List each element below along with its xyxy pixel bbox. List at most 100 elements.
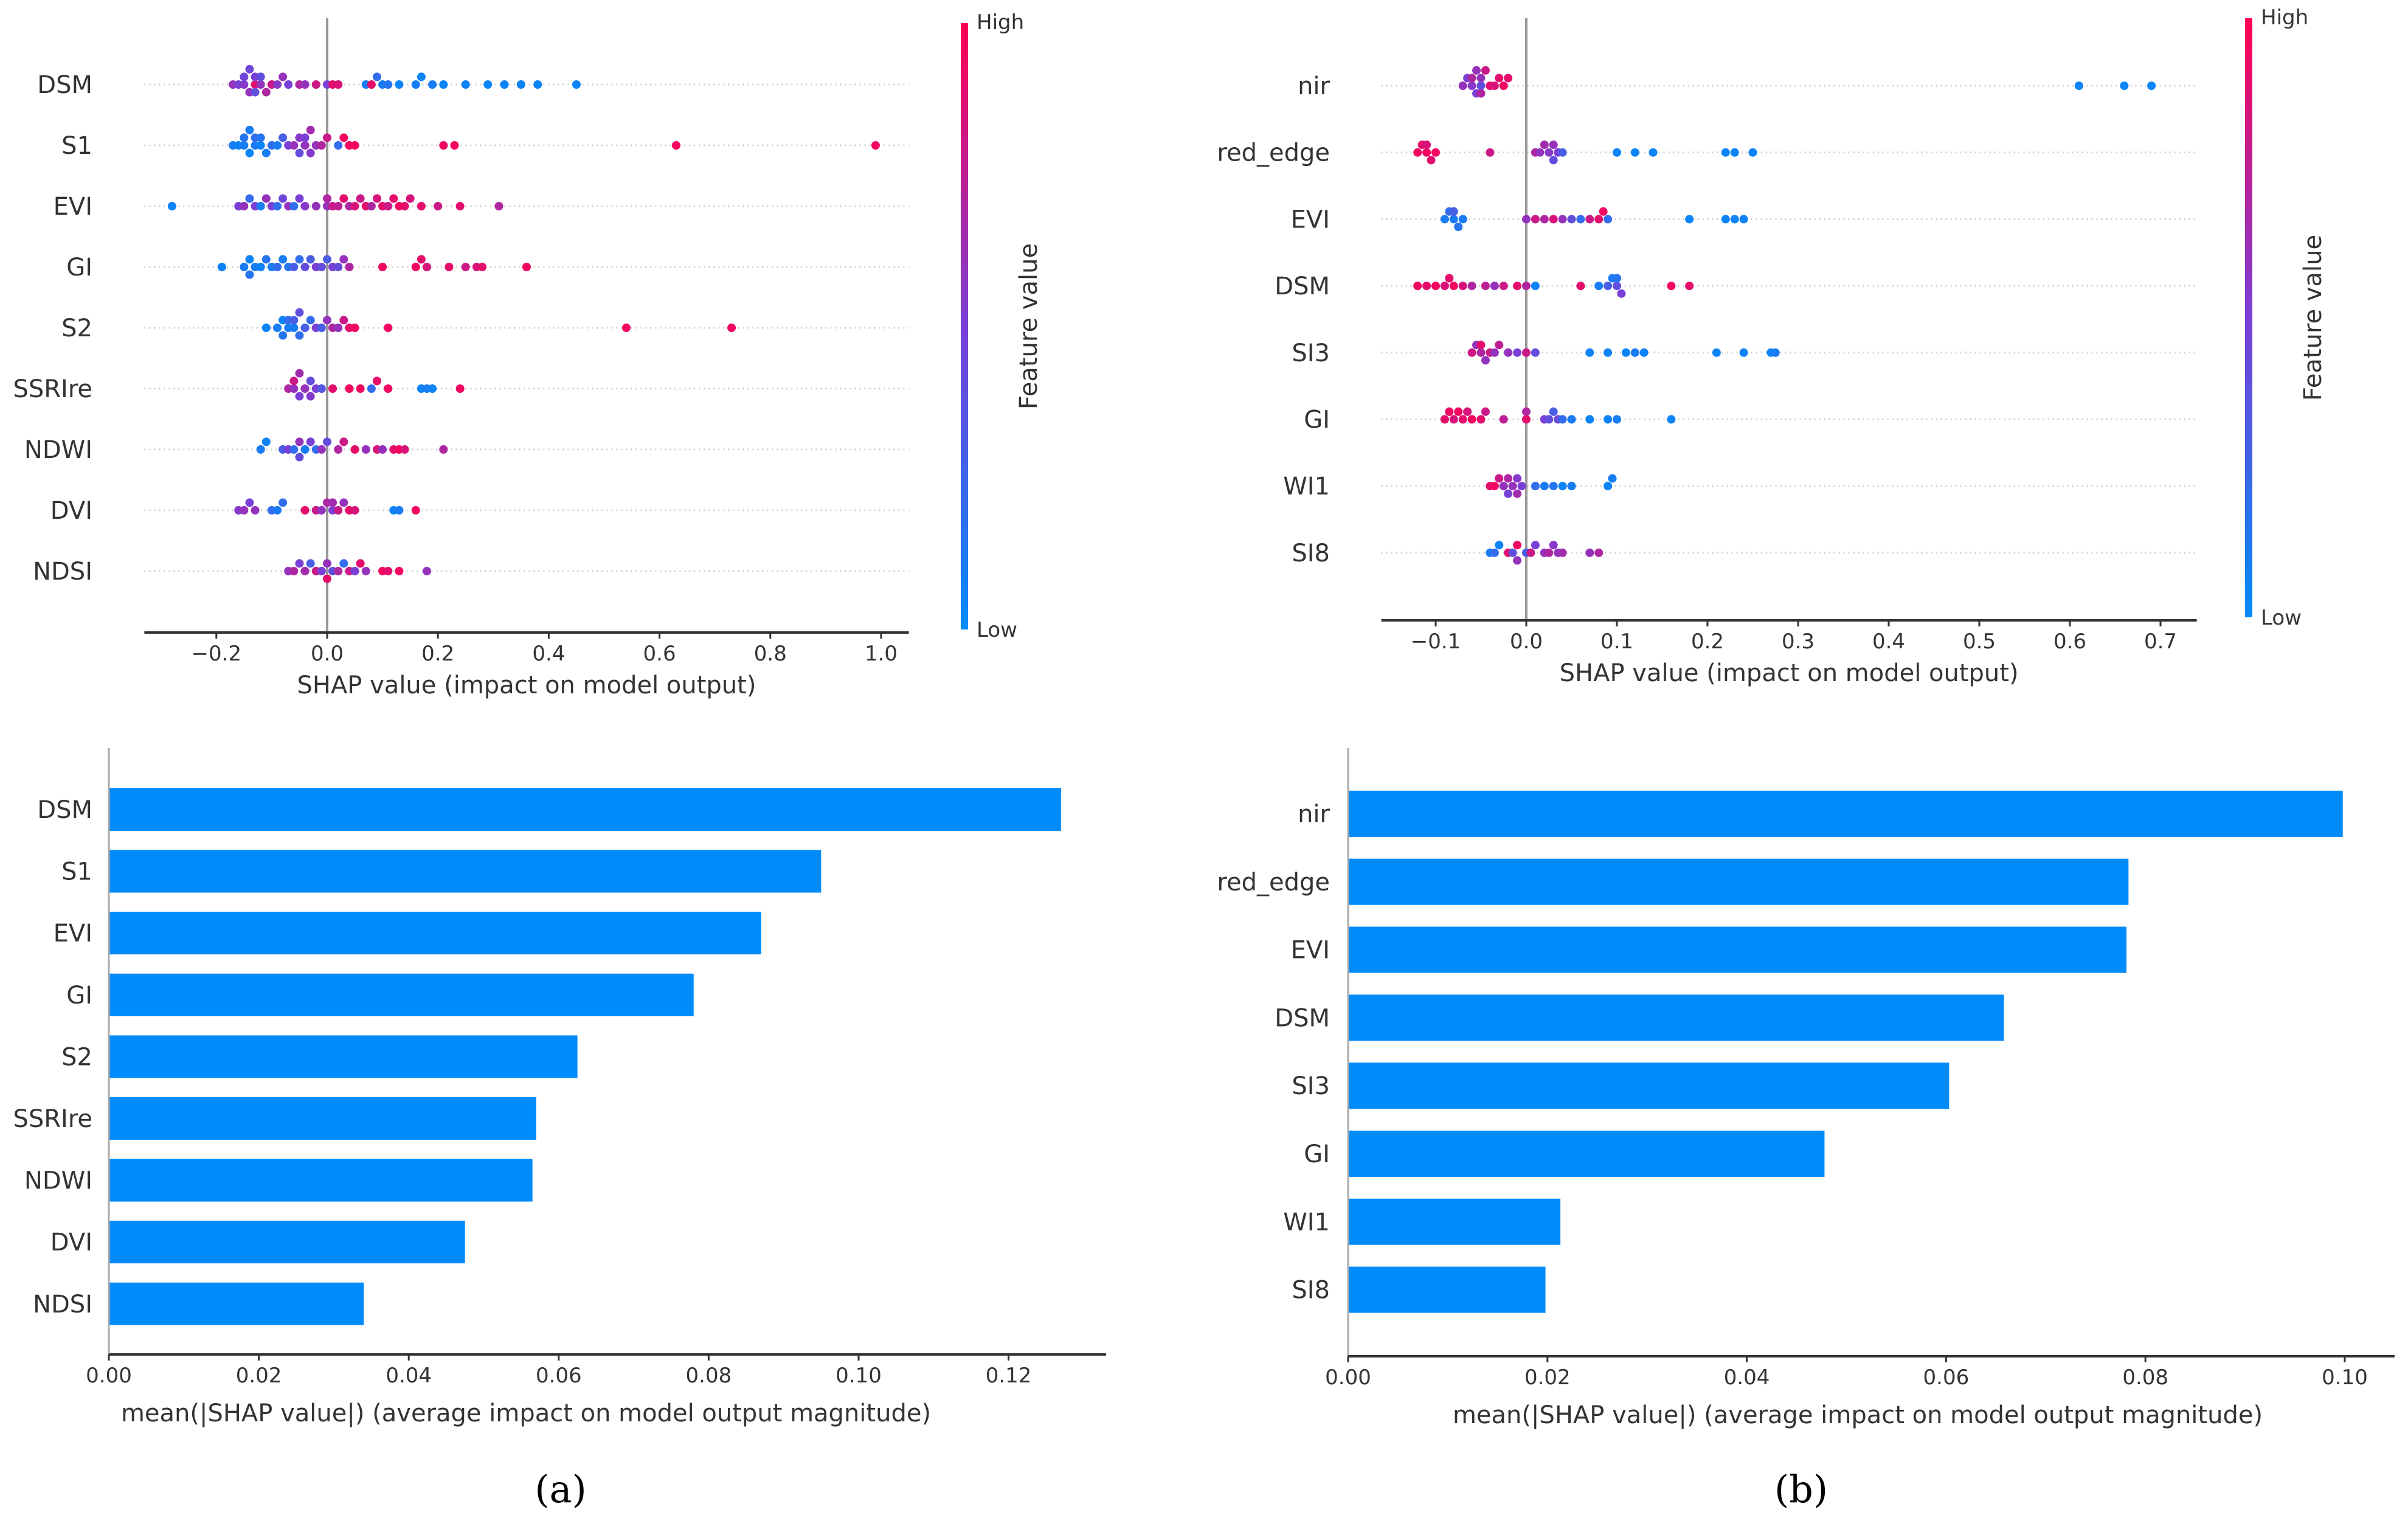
shap-point xyxy=(1771,348,1780,357)
bar xyxy=(109,850,822,893)
shap-point xyxy=(1481,356,1490,365)
category-label: NDSI xyxy=(33,1291,92,1319)
feature-label: nir xyxy=(1298,72,1330,100)
shap-point xyxy=(317,445,326,454)
shap-point xyxy=(1517,482,1526,491)
shap-point xyxy=(1739,348,1748,357)
shap-point xyxy=(273,202,282,210)
colorbar xyxy=(961,23,968,629)
bar xyxy=(1348,926,2127,973)
shap-point xyxy=(279,194,288,203)
x-axis-label: mean(|SHAP value|) (average impact on mo… xyxy=(1453,1401,2263,1429)
bar xyxy=(1348,1266,1546,1313)
x-tick-label: 0.2 xyxy=(1691,629,1724,654)
shap-point xyxy=(533,80,542,89)
shap-point xyxy=(317,384,326,393)
shap-point xyxy=(1576,282,1585,291)
feature-label: S1 xyxy=(61,132,92,160)
shap-point xyxy=(1499,81,1508,90)
shap-point xyxy=(367,202,376,210)
shap-point xyxy=(727,324,736,332)
shap-point xyxy=(422,263,431,271)
shap-point xyxy=(1445,274,1454,283)
category-label: SSRIre xyxy=(13,1105,92,1133)
x-tick-label: −0.2 xyxy=(192,642,242,666)
x-axis-label: SHAP value (impact on model output) xyxy=(297,671,756,699)
shap-point xyxy=(306,392,315,401)
shap-point xyxy=(1526,548,1535,557)
shap-point xyxy=(2120,81,2129,90)
shap-point xyxy=(1513,489,1522,498)
shap-point xyxy=(251,506,260,515)
feature-label: GI xyxy=(1304,406,1330,434)
shap-point xyxy=(1649,148,1658,157)
shap-point xyxy=(1440,415,1449,424)
shap-point xyxy=(1490,348,1499,357)
shap-point xyxy=(240,141,249,150)
shap-point xyxy=(273,506,282,515)
shap-point xyxy=(167,202,176,210)
shap-point xyxy=(240,80,249,89)
x-tick-label: 0.0 xyxy=(1510,629,1543,654)
shap-point xyxy=(1531,282,1540,291)
category-label: DSM xyxy=(37,796,92,824)
shap-point xyxy=(1545,548,1554,557)
x-tick-label: 0.10 xyxy=(2322,1365,2368,1390)
shap-point xyxy=(1739,215,1748,224)
shap-point xyxy=(317,263,326,271)
shap-point xyxy=(1467,415,1476,424)
shap-point xyxy=(245,255,254,264)
shap-point xyxy=(328,498,337,507)
shap-point xyxy=(522,263,531,271)
shap-point xyxy=(1639,348,1649,357)
shap-point xyxy=(1730,215,1739,224)
shap-point xyxy=(261,88,271,97)
feature-label: GI xyxy=(66,254,92,282)
shap-point xyxy=(289,141,299,150)
shap-point xyxy=(1504,489,1513,498)
shap-point xyxy=(428,384,437,393)
shap-point xyxy=(1531,215,1540,224)
shap-point xyxy=(323,574,331,583)
shap-point xyxy=(1449,215,1458,224)
shap-point xyxy=(289,202,299,210)
shap-point xyxy=(428,80,437,89)
shap-point xyxy=(1545,148,1554,157)
shap-point xyxy=(300,202,310,210)
shap-point xyxy=(334,263,343,271)
bar xyxy=(109,1282,364,1325)
shap-point xyxy=(240,202,249,210)
shap-point xyxy=(1495,474,1504,483)
shap-point xyxy=(289,316,299,325)
shap-point xyxy=(300,384,310,393)
shap-point xyxy=(1522,415,1531,424)
shap-point xyxy=(1431,148,1440,157)
shap-point xyxy=(1567,415,1576,424)
shap-point xyxy=(1422,140,1431,150)
shap-point xyxy=(350,567,359,575)
shap-point xyxy=(372,194,381,203)
category-label: DVI xyxy=(50,1229,92,1257)
shap-point xyxy=(395,567,404,575)
shap-point xyxy=(1522,407,1531,416)
shap-point xyxy=(384,384,393,393)
bar xyxy=(1348,1198,1561,1245)
shap-point xyxy=(345,263,354,271)
shap-point xyxy=(300,506,310,515)
shap-point xyxy=(871,141,880,150)
shap-point xyxy=(1567,482,1576,491)
feature-label: S2 xyxy=(61,314,92,342)
shap-point xyxy=(284,80,293,89)
shap-point xyxy=(245,64,254,74)
shap-point xyxy=(334,202,343,210)
x-tick-label: 0.00 xyxy=(86,1364,132,1388)
shap-point xyxy=(372,376,381,386)
x-axis-label: mean(|SHAP value|) (average impact on mo… xyxy=(121,1399,931,1427)
shap-point xyxy=(1427,156,1436,165)
shap-point xyxy=(516,80,525,89)
shap-point xyxy=(323,437,331,446)
shap-point xyxy=(356,559,365,568)
x-tick-label: 0.3 xyxy=(1782,629,1815,654)
shap-point xyxy=(1531,541,1540,550)
shap-point xyxy=(1476,348,1486,357)
